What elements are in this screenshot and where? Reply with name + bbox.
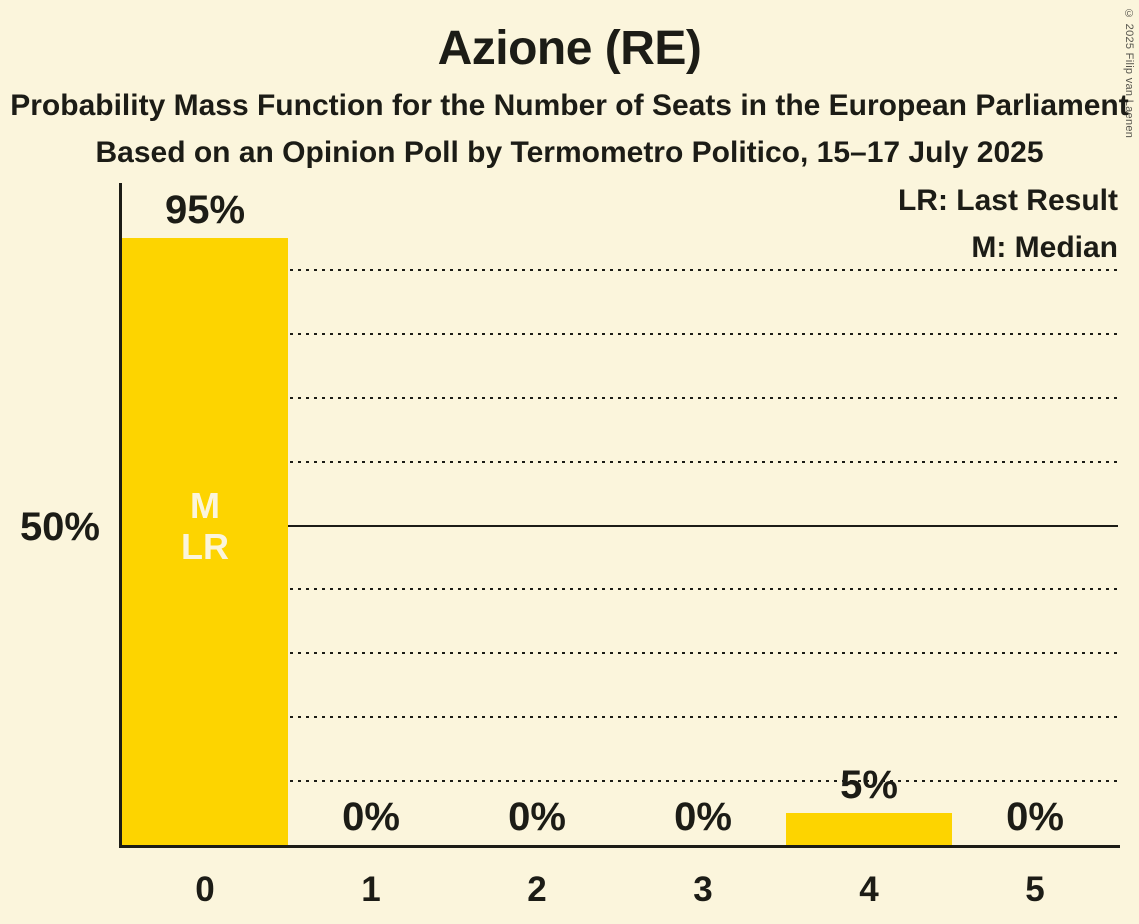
x-tick-label-2: 2 <box>527 870 547 909</box>
legend-median: M: Median <box>971 231 1118 264</box>
bar-value-label-0: 95% <box>164 188 246 233</box>
chart-subtitle-line1: Probability Mass Function for the Number… <box>10 89 1129 122</box>
bar-value-label-5: 0% <box>1006 795 1064 839</box>
x-tick-label-4: 4 <box>859 870 879 909</box>
bar-value-label-4: 5% <box>840 763 898 808</box>
y-axis-tick-label-50pct: 50% <box>19 505 100 549</box>
y-axis-line <box>119 183 122 848</box>
copyright-notice: © 2025 Filip van Laenen <box>1123 8 1135 139</box>
chart-title: Azione (RE) <box>437 22 702 75</box>
bar-seats-0 <box>122 238 288 845</box>
gridline-60pct <box>122 460 1118 463</box>
bar-value-label-2: 0% <box>508 795 566 839</box>
bar-annotation-line-lr: LR <box>181 525 229 567</box>
chart-legend: LR: Last Result M: Median <box>898 177 1118 271</box>
bar-seats-4 <box>786 813 952 845</box>
gridline-70pct <box>122 396 1118 399</box>
x-tick-label-1: 1 <box>361 870 381 909</box>
gridline-10pct <box>122 780 1118 783</box>
gridline-50pct-solid <box>122 524 1118 527</box>
bar-value-label-3: 0% <box>674 795 732 839</box>
plot-area: 95% 0% 0% 0% 5% 0% M LR <box>122 183 1118 845</box>
bar-annotation-median-last-result: M LR <box>122 485 288 567</box>
x-axis-labels: 0 1 2 3 4 5 <box>122 869 1118 911</box>
bar-value-label-1: 0% <box>342 795 400 839</box>
x-tick-label-5: 5 <box>1025 870 1045 909</box>
bar-annotation-line-m: M <box>190 484 220 526</box>
gridline-90pct <box>122 269 1118 271</box>
chart-subtitle-line2: Based on an Opinion Poll by Termometro P… <box>95 136 1044 169</box>
legend-last-result: LR: Last Result <box>897 184 1118 217</box>
gridline-30pct <box>122 652 1118 655</box>
gridline-80pct <box>122 332 1118 335</box>
x-axis-line <box>119 845 1120 848</box>
x-tick-label-0: 0 <box>195 870 215 909</box>
x-tick-label-3: 3 <box>693 870 713 909</box>
gridline-20pct <box>122 716 1118 719</box>
gridline-40pct <box>122 588 1118 591</box>
